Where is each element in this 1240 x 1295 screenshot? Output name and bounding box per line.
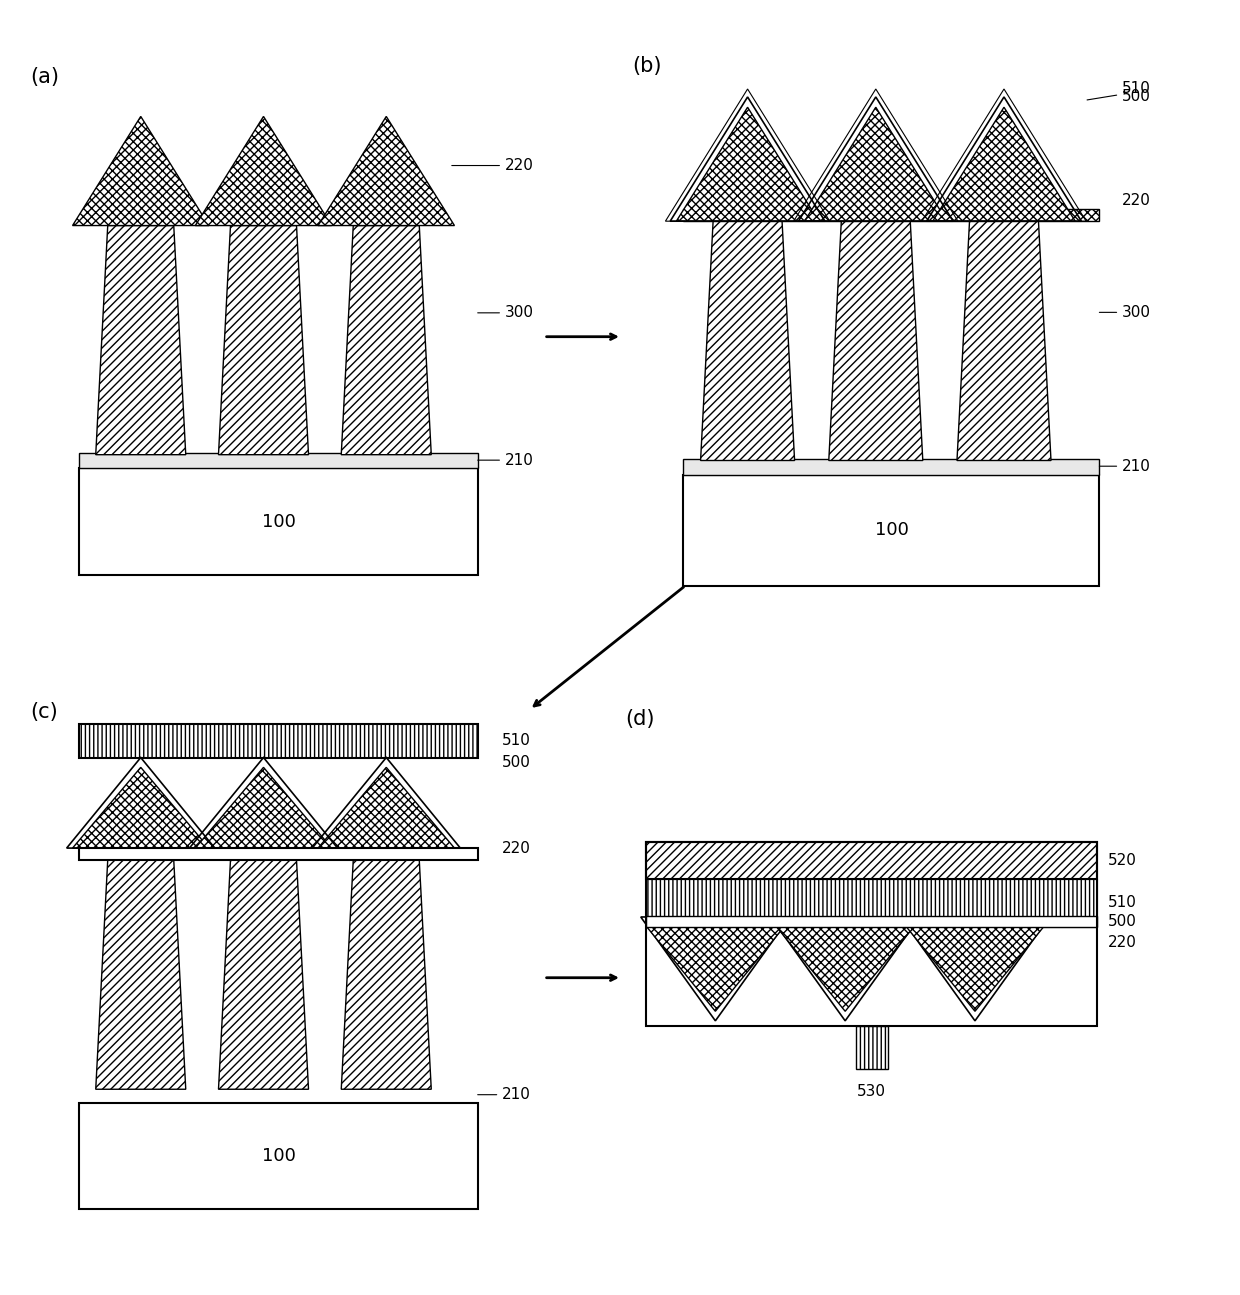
Polygon shape <box>676 107 818 221</box>
Text: 220: 220 <box>502 842 531 856</box>
Text: (c): (c) <box>30 702 58 721</box>
Bar <box>79 724 477 758</box>
Polygon shape <box>770 917 920 1020</box>
Polygon shape <box>900 917 1049 1020</box>
Polygon shape <box>641 917 790 1020</box>
Polygon shape <box>828 221 923 461</box>
Bar <box>79 1103 477 1210</box>
Text: 300: 300 <box>1122 304 1151 320</box>
Text: 220: 220 <box>1122 193 1151 207</box>
Polygon shape <box>805 107 947 221</box>
Polygon shape <box>932 107 1075 221</box>
Polygon shape <box>218 860 309 1089</box>
Bar <box>646 879 1097 926</box>
Polygon shape <box>701 221 795 461</box>
Text: 220: 220 <box>1107 935 1136 951</box>
Text: 210: 210 <box>502 1088 531 1102</box>
Bar <box>683 475 1100 585</box>
Polygon shape <box>95 225 186 455</box>
Polygon shape <box>72 768 208 848</box>
Bar <box>79 453 477 469</box>
Bar <box>683 208 1100 221</box>
Polygon shape <box>218 225 309 455</box>
Polygon shape <box>906 926 1044 1011</box>
Polygon shape <box>341 860 432 1089</box>
Text: 300: 300 <box>505 306 534 320</box>
Text: 500: 500 <box>1107 914 1136 930</box>
Polygon shape <box>776 926 914 1011</box>
Text: 100: 100 <box>262 1147 295 1166</box>
Text: (a): (a) <box>30 67 60 87</box>
Polygon shape <box>341 225 432 455</box>
Text: 520: 520 <box>1107 853 1136 868</box>
Polygon shape <box>317 117 455 225</box>
Bar <box>856 1026 888 1068</box>
Polygon shape <box>646 926 784 1011</box>
Text: 500: 500 <box>1122 89 1151 105</box>
Polygon shape <box>72 117 208 225</box>
Bar <box>79 848 477 860</box>
Bar <box>79 469 477 575</box>
Text: 100: 100 <box>262 513 295 531</box>
Text: (d): (d) <box>625 710 655 729</box>
Bar <box>646 842 1097 879</box>
Text: 100: 100 <box>874 522 909 539</box>
Text: 210: 210 <box>505 453 533 467</box>
Polygon shape <box>317 768 455 848</box>
Bar <box>646 842 1097 1026</box>
Text: (b): (b) <box>632 56 662 76</box>
Text: 510: 510 <box>1107 895 1136 910</box>
Text: 220: 220 <box>505 158 533 174</box>
Polygon shape <box>196 117 332 225</box>
Text: 210: 210 <box>1122 458 1151 474</box>
Polygon shape <box>95 860 186 1089</box>
Text: 510: 510 <box>502 733 531 747</box>
Text: 510: 510 <box>1122 82 1151 97</box>
Bar <box>683 458 1100 475</box>
Polygon shape <box>196 768 332 848</box>
Text: 530: 530 <box>857 1084 887 1099</box>
Text: 500: 500 <box>502 755 531 771</box>
Polygon shape <box>957 221 1052 461</box>
Bar <box>646 916 1097 926</box>
